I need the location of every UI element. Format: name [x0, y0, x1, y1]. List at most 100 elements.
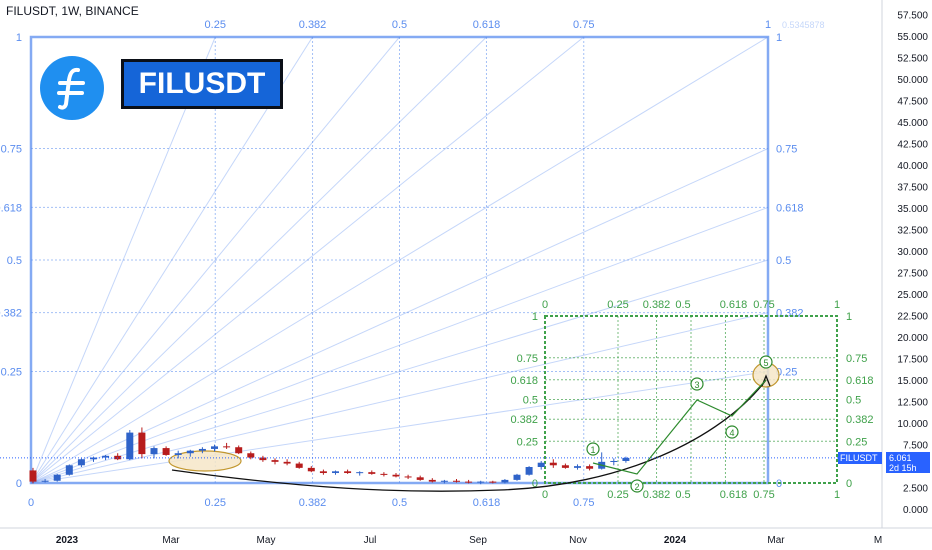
candle-body: [295, 463, 303, 468]
green-right-level-label: 0: [846, 478, 852, 490]
candle-body: [332, 471, 339, 474]
x-tick-label: Sep: [469, 535, 487, 546]
gann-top-level-label: 0.5: [392, 19, 407, 31]
candle-body: [283, 461, 291, 464]
gann-bottom-level-label: 0: [28, 497, 34, 509]
candle-body: [537, 462, 545, 467]
candle-body: [622, 457, 630, 461]
green-bottom-level-label: 0.618: [720, 489, 748, 501]
gann-fan-ray: [30, 259, 769, 484]
green-left-level-label: 0.382: [510, 414, 538, 426]
gann-right-level-label: 0.618: [776, 202, 804, 214]
gann-top-level-label: 1: [765, 19, 771, 31]
x-tick-label: M: [874, 535, 882, 546]
gann-top-level-label: 0.75: [573, 19, 594, 31]
gann-right-level-label: 1: [776, 32, 782, 44]
chart-title: FILUSDT, 1W, BINANCE: [6, 4, 139, 18]
y-tick-label: 47.500: [897, 97, 928, 108]
candle-body: [271, 460, 279, 462]
wave-path: [592, 379, 767, 475]
gann-fan-ray: [30, 36, 216, 484]
green-bottom-level-label: 0.5: [675, 489, 690, 501]
candle-body: [465, 481, 473, 483]
candle-body: [138, 432, 146, 455]
current-price-value: 6.061: [889, 453, 912, 463]
green-right-level-label: 0.5: [846, 395, 861, 407]
gann-top-level-label: 0.382: [299, 19, 327, 31]
x-tick-label: Mar: [767, 535, 785, 546]
candle-body: [65, 465, 73, 475]
candle-body: [416, 477, 424, 480]
candle-body: [392, 474, 400, 477]
filecoin-logo-icon: [40, 56, 104, 120]
y-tick-label: 45.000: [897, 118, 928, 129]
candle-body: [90, 457, 97, 460]
green-left-level-label: 0: [532, 478, 538, 490]
gann-faded-label: 0.5345878: [782, 20, 825, 30]
gann-fan-diagonal: [30, 36, 769, 484]
x-tick-label: 2024: [664, 535, 687, 546]
y-tick-label: 42.500: [897, 140, 928, 151]
rounded-bottom-arc: [171, 379, 767, 492]
green-bottom-level-label: 0: [542, 489, 548, 501]
x-tick-label: May: [257, 535, 276, 546]
gann-right-level-label: 0.382: [776, 308, 804, 320]
green-bottom-level-label: 1: [834, 489, 840, 501]
candle-body: [501, 479, 509, 483]
y-tick-label: 37.500: [897, 183, 928, 194]
candle-body: [574, 466, 581, 468]
candle-body: [586, 466, 594, 469]
wave-label: 3: [694, 380, 699, 390]
gann-bottom-level-label: 0.382: [299, 497, 327, 509]
green-bottom-level-label: 0.75: [753, 489, 774, 501]
gann-bottom-level-label: 0.618: [473, 497, 501, 509]
y-tick-label: 17.500: [897, 355, 928, 366]
green-bottom-level-label: 0.382: [643, 489, 671, 501]
gann-right-level-label: 0.75: [776, 144, 797, 156]
candle-body: [235, 447, 243, 454]
wave-label: 2: [634, 482, 639, 492]
candle-body: [344, 471, 352, 474]
candle-body: [404, 476, 412, 478]
y-tick-label: 50.000: [897, 75, 928, 86]
x-tick-label: 2023: [56, 535, 79, 546]
candle-body: [319, 471, 327, 474]
y-tick-label: 57.500: [897, 11, 928, 22]
gann-fan-ray: [30, 206, 769, 484]
wave-marker: [690, 377, 704, 391]
series-price-label: FILUSDT: [838, 452, 882, 464]
bar-countdown: 2d 15h: [889, 463, 917, 473]
current-price-label: 6.061 2d 15h: [886, 452, 930, 473]
gann-fan-ray: [30, 371, 769, 484]
x-tick-label: Jul: [364, 535, 377, 546]
candle-body: [356, 472, 364, 474]
gann-top-level-label: 0.25: [205, 19, 226, 31]
gann-fan-ray: [30, 148, 769, 484]
gann-right-level-label: 0.25: [776, 367, 797, 379]
green-right-level-label: 0.618: [846, 375, 874, 387]
green-right-level-label: 1: [846, 311, 852, 323]
y-tick-label: 35.000: [897, 204, 928, 215]
gann-fan-ray: [30, 36, 487, 484]
candle-body: [41, 480, 49, 482]
green-top-level-label: 0.382: [643, 299, 671, 311]
gann-bottom-level-label: 0.75: [573, 497, 594, 509]
green-left-level-label: 0.5: [523, 395, 538, 407]
x-tick-label: Mar: [162, 535, 180, 546]
gann-left-level-label: 0.618: [0, 202, 22, 214]
candle-body: [223, 446, 231, 448]
y-tick-label: 7.500: [903, 441, 928, 452]
candle-body: [259, 457, 267, 461]
gann-bottom-level-label: 0.25: [205, 497, 226, 509]
candle-body: [489, 481, 497, 483]
green-right-level-label: 0.25: [846, 436, 867, 448]
gann-left-level-label: 0.75: [1, 144, 22, 156]
gann-bottom-level-label: 0.5: [392, 497, 407, 509]
candle-body: [186, 450, 194, 454]
y-tick-label: 12.500: [897, 398, 928, 409]
candle-body: [368, 472, 376, 474]
candle-body: [477, 481, 485, 483]
gann-left-level-label: 0: [16, 478, 22, 490]
y-tick-label: 2.500: [903, 484, 928, 495]
